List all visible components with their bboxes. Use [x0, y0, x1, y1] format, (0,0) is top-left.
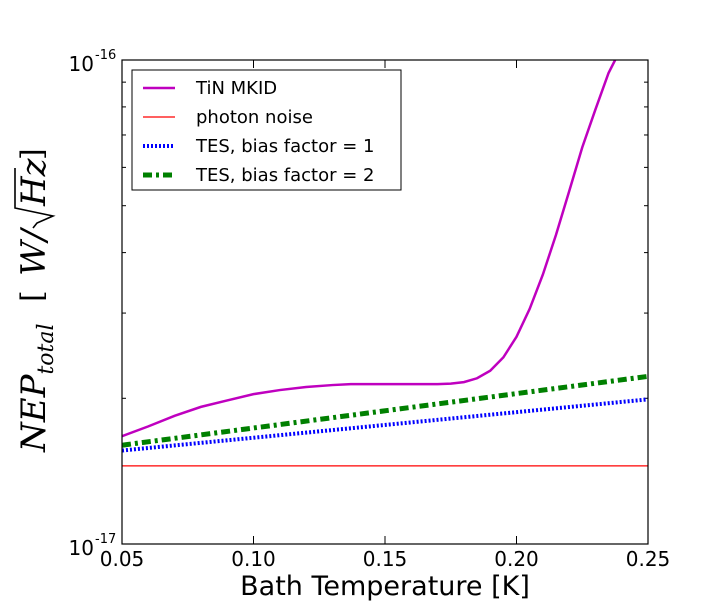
x-tick-label: 0.05: [100, 547, 145, 571]
legend-label: TES, bias factor = 2: [195, 165, 375, 186]
ticks-layer: [121, 60, 649, 544]
legend-items: TiN MKID photon noise TES, bias factor = 1…: [143, 78, 375, 186]
y-axis-label: NEPtotal [ W/ Hz ]: [14, 148, 59, 453]
x-tick-label: 0.15: [363, 547, 408, 571]
x-tick-labels: 0.05 0.10 0.15 0.20 0.25: [100, 547, 671, 571]
y-label-units: W/: [14, 226, 54, 276]
y-label-subscript: total: [34, 323, 59, 374]
y-label-sqrt-sign: [14, 168, 56, 229]
x-tick-label: 0.25: [626, 547, 671, 571]
series-line-tin-mkid: [122, 60, 617, 438]
y-tick-exponent: -17: [95, 532, 116, 547]
y-tick-exponent: -16: [95, 48, 116, 63]
legend: TiN MKID photon noise TES, bias factor = 1…: [131, 69, 402, 191]
legend-label: TiN MKID: [195, 78, 277, 99]
y-tick-label: 10: [69, 536, 94, 560]
x-tick-label: 0.10: [231, 547, 276, 571]
y-tick-label: 10: [69, 52, 94, 76]
x-tick-label: 0.20: [494, 547, 539, 571]
legend-box: [131, 69, 402, 191]
y-label-radicand: Hz: [14, 157, 54, 207]
legend-label: TES, bias factor = 1: [195, 136, 375, 157]
x-axis-label: Bath Temperature [K]: [240, 571, 530, 602]
y-label-bracket-close: ]: [15, 148, 50, 160]
series-layer: [122, 60, 648, 467]
series-line-tes-bias-factor-1: [122, 397, 648, 453]
y-label-bracket-open: [: [15, 290, 50, 302]
svg-text:NEPtotal: NEPtotal: [14, 323, 59, 453]
plot-frame: [121, 59, 649, 545]
series-line-tes-bias-factor-2: [122, 373, 648, 448]
legend-label: photon noise: [196, 107, 313, 128]
y-label-main: NEP: [14, 373, 54, 453]
